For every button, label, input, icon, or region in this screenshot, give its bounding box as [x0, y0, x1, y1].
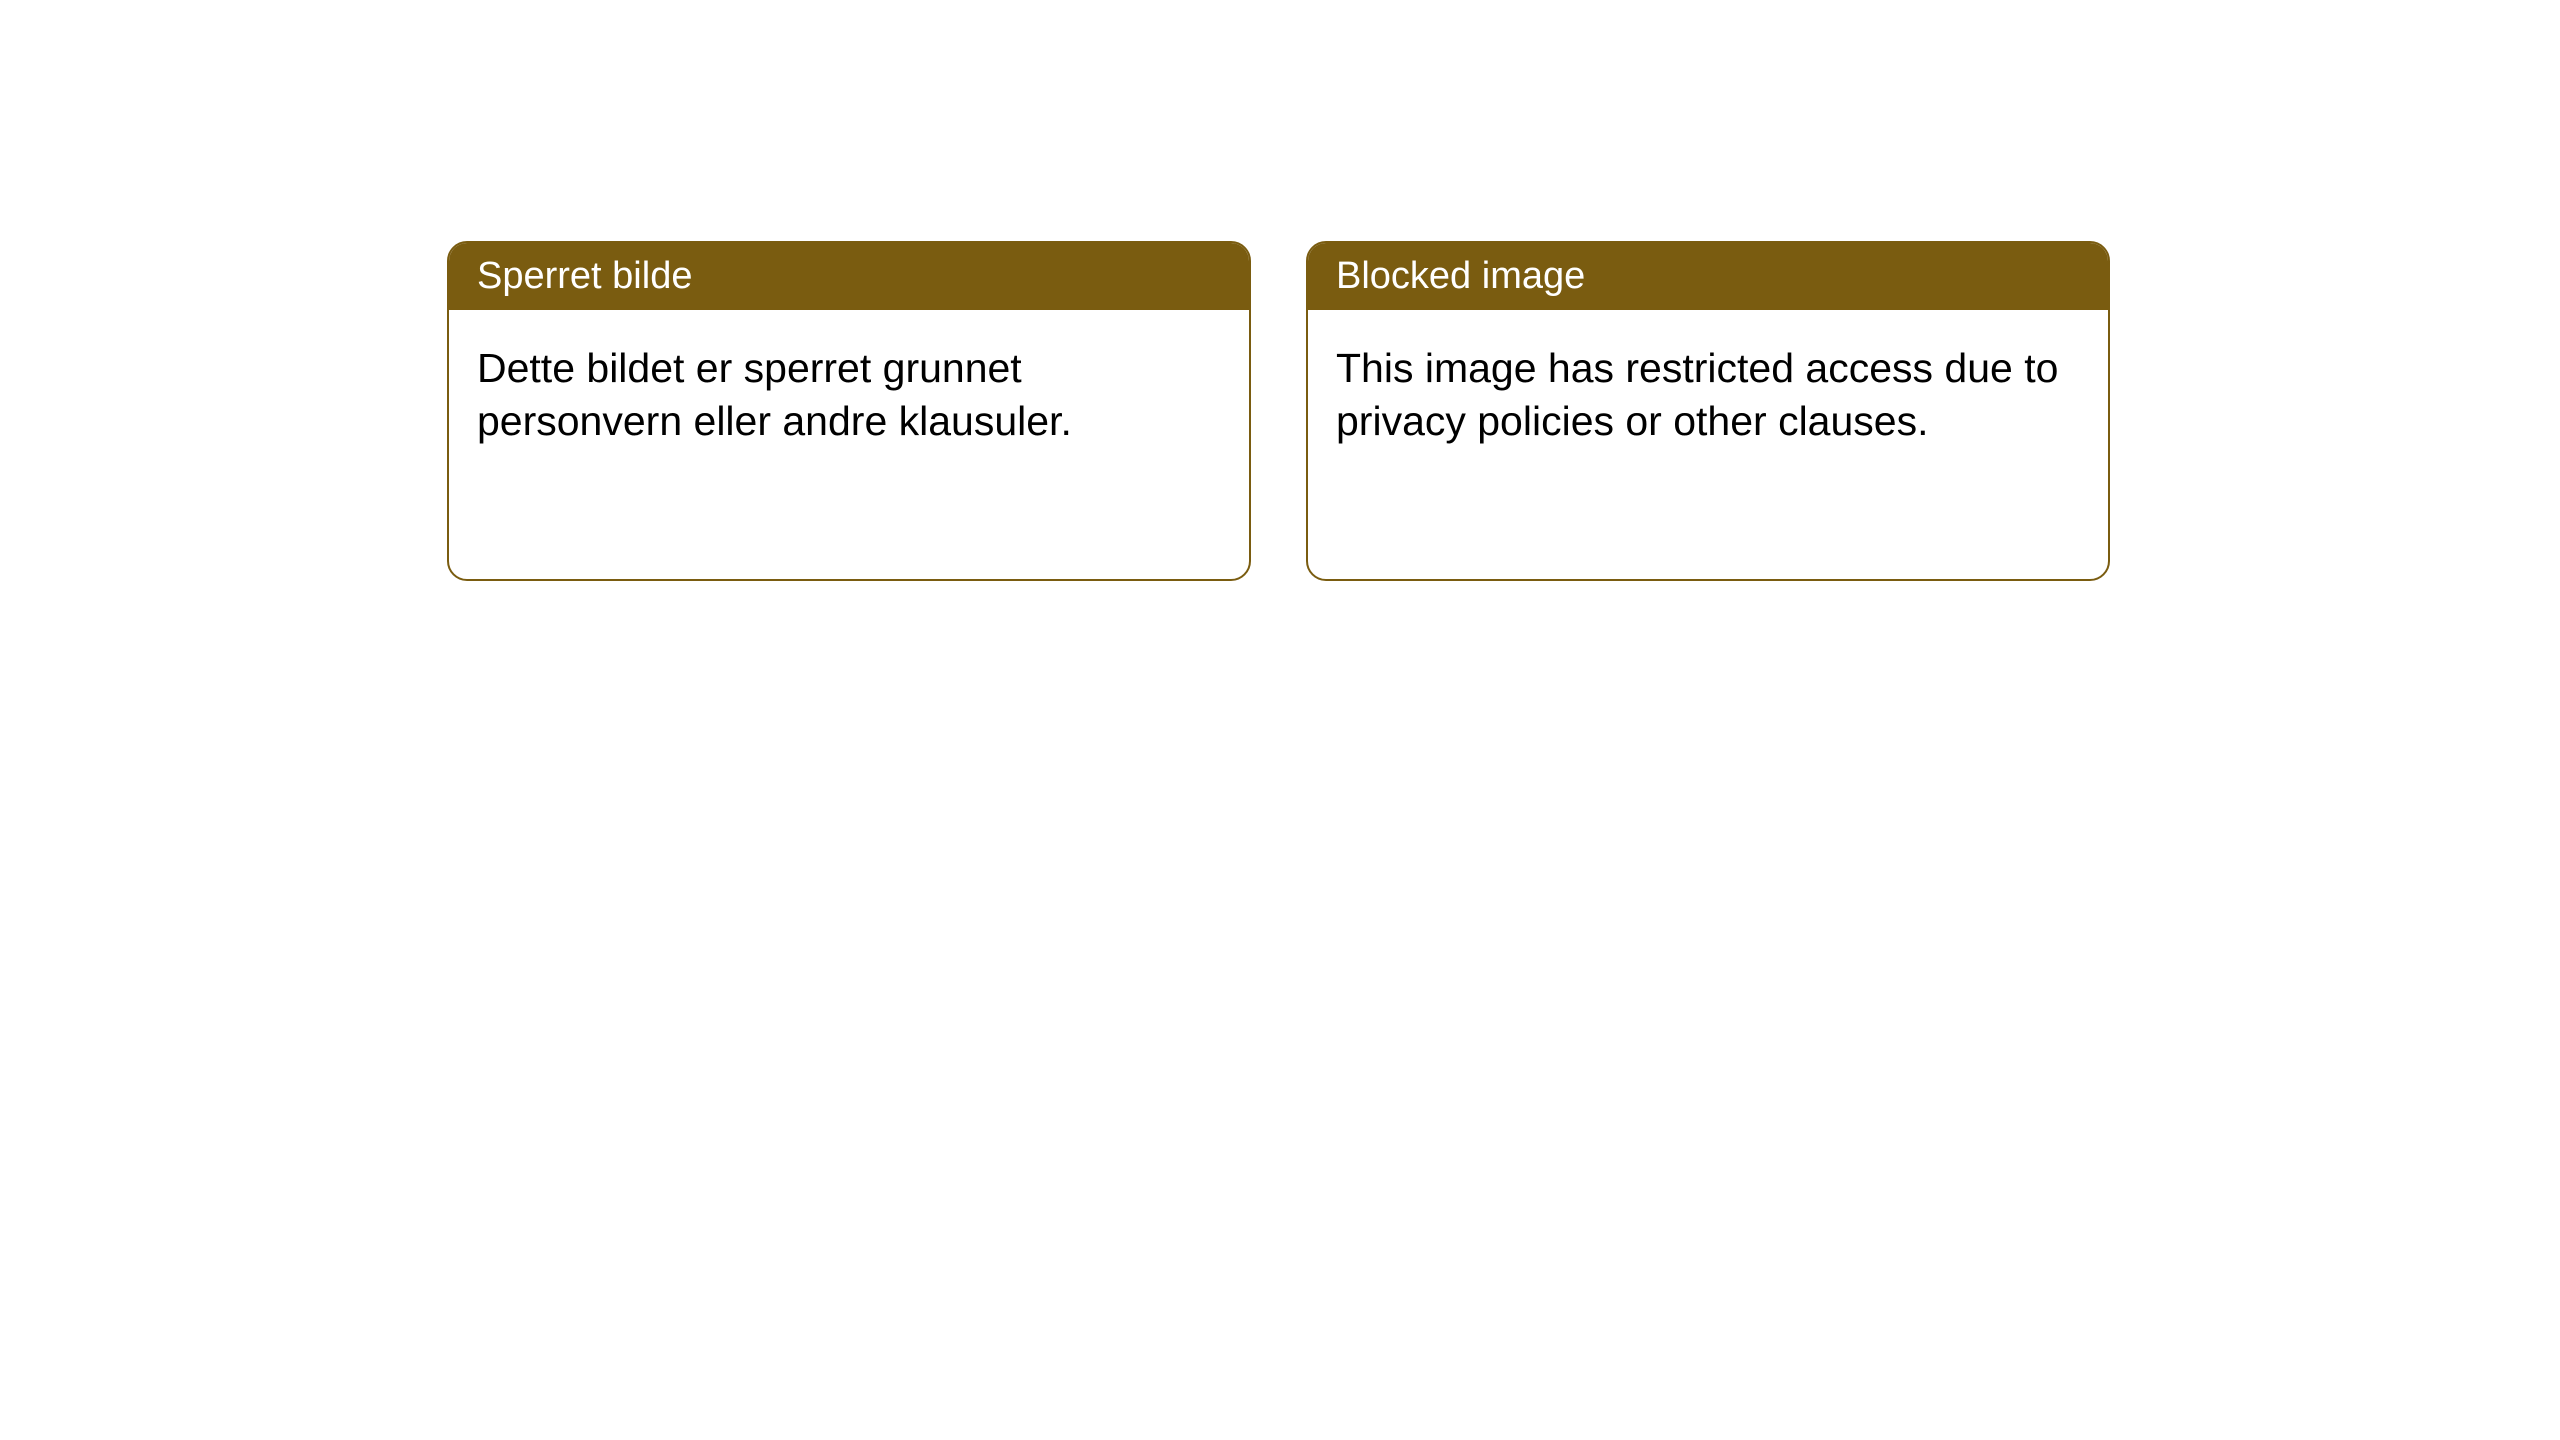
- notice-container: Sperret bilde Dette bildet er sperret gr…: [447, 241, 2110, 581]
- notice-card-norwegian: Sperret bilde Dette bildet er sperret gr…: [447, 241, 1251, 581]
- notice-header: Sperret bilde: [449, 243, 1249, 310]
- notice-card-english: Blocked image This image has restricted …: [1306, 241, 2110, 581]
- notice-body: This image has restricted access due to …: [1308, 310, 2108, 481]
- notice-body: Dette bildet er sperret grunnet personve…: [449, 310, 1249, 481]
- notice-header: Blocked image: [1308, 243, 2108, 310]
